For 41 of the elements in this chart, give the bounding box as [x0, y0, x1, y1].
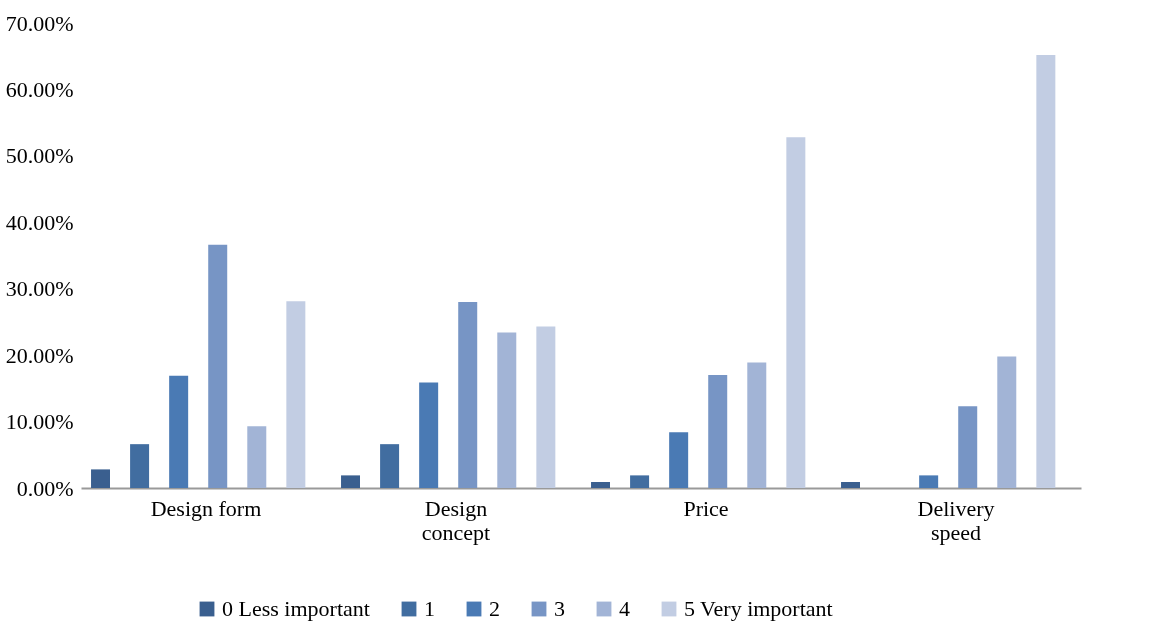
bar: [841, 482, 861, 488]
bar: [419, 382, 439, 488]
bar: [919, 475, 939, 488]
x-tick-label: Price: [683, 495, 729, 521]
bar: [630, 475, 650, 488]
x-tick-label: Design concept: [421, 495, 491, 545]
bar: [669, 432, 689, 488]
y-tick-label: 70.00%: [5, 10, 74, 36]
legend-label: 3: [554, 596, 565, 621]
bar: [497, 332, 517, 488]
legend-label: 1: [424, 596, 435, 621]
y-tick-label: 40.00%: [5, 209, 74, 235]
bar: [208, 244, 228, 488]
bar: [997, 356, 1017, 488]
bar: [958, 406, 978, 488]
y-tick-label: 60.00%: [5, 76, 74, 102]
bar: [1036, 54, 1056, 488]
bar: [130, 444, 150, 488]
bar: [747, 362, 767, 488]
bar: [536, 326, 556, 488]
bar: [786, 137, 806, 488]
legend-label: 5 Very important: [684, 596, 833, 621]
bar: [286, 301, 306, 488]
legend-label: 4: [619, 596, 630, 621]
bar: [169, 375, 189, 488]
legend-label: 0 Less important: [222, 596, 370, 621]
y-tick-label: 50.00%: [5, 143, 74, 169]
y-tick-label: 20.00%: [5, 342, 74, 368]
bar: [380, 444, 400, 488]
bar: [247, 426, 267, 488]
y-tick-label: 30.00%: [5, 276, 74, 302]
x-tick-label: Delivery speed: [917, 495, 995, 545]
legend-label: 2: [489, 596, 500, 621]
x-tick-label: Design form: [150, 495, 262, 521]
bar: [91, 469, 111, 488]
bar: [708, 375, 728, 488]
bar: [341, 475, 361, 488]
bar: [458, 302, 478, 488]
bar: [591, 482, 611, 488]
y-tick-label: 10.00%: [5, 409, 74, 435]
y-tick-label: 0.00%: [16, 475, 74, 501]
